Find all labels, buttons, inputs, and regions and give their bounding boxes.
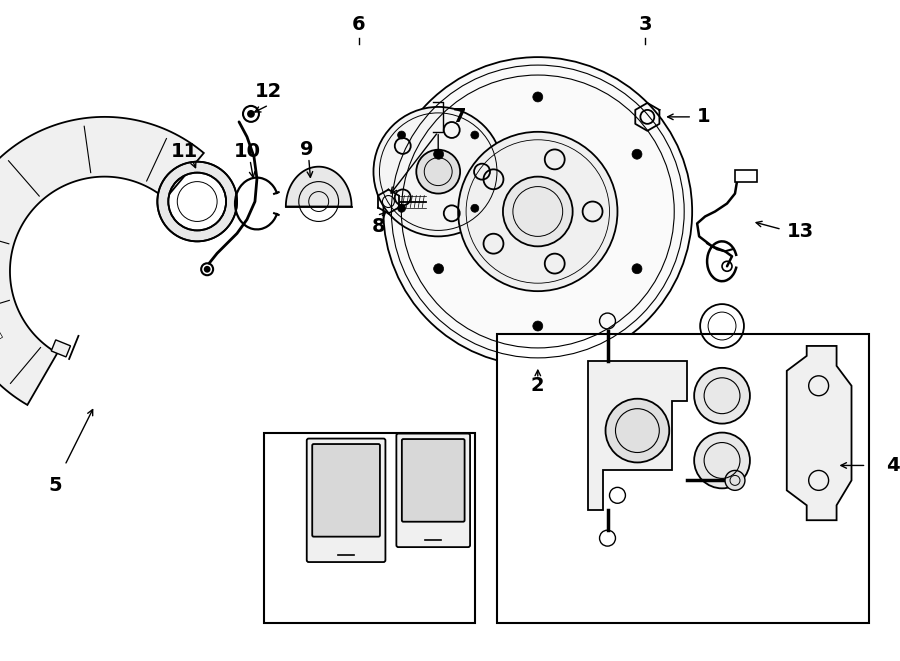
Circle shape [632, 149, 642, 159]
Circle shape [434, 149, 444, 159]
Circle shape [533, 321, 543, 331]
Bar [265, 432, 475, 623]
Polygon shape [787, 346, 851, 520]
Circle shape [694, 368, 750, 424]
Text: 1: 1 [698, 107, 711, 126]
FancyBboxPatch shape [396, 434, 470, 547]
Circle shape [434, 264, 444, 274]
Text: 4: 4 [886, 456, 900, 475]
Text: 10: 10 [233, 142, 260, 161]
Circle shape [471, 204, 479, 212]
FancyBboxPatch shape [307, 438, 385, 562]
Text: 2: 2 [531, 376, 544, 395]
Bar [498, 334, 869, 623]
Polygon shape [0, 117, 203, 405]
Circle shape [533, 92, 543, 102]
Circle shape [503, 176, 572, 247]
Text: 3: 3 [639, 15, 652, 34]
Circle shape [383, 57, 692, 366]
Bar [51, 340, 70, 357]
Text: 5: 5 [48, 476, 61, 495]
Circle shape [725, 471, 745, 490]
Polygon shape [588, 361, 688, 510]
Circle shape [471, 131, 479, 139]
Circle shape [398, 131, 406, 139]
FancyBboxPatch shape [312, 444, 380, 537]
Bar [735, 170, 757, 182]
Circle shape [606, 399, 670, 463]
Circle shape [694, 432, 750, 488]
Circle shape [398, 204, 406, 212]
FancyBboxPatch shape [402, 439, 464, 522]
Bar [0, 329, 3, 347]
Text: 6: 6 [352, 15, 365, 34]
Circle shape [204, 267, 210, 272]
Circle shape [632, 264, 642, 274]
Text: 7: 7 [453, 107, 466, 126]
Text: 12: 12 [256, 83, 283, 102]
Wedge shape [158, 162, 237, 241]
Circle shape [374, 107, 503, 237]
Text: 11: 11 [171, 142, 198, 161]
Polygon shape [286, 167, 352, 206]
Circle shape [248, 111, 254, 117]
Text: 13: 13 [787, 222, 814, 241]
Text: 8: 8 [372, 217, 385, 236]
Text: 9: 9 [300, 140, 313, 159]
Circle shape [417, 150, 460, 194]
Circle shape [458, 132, 617, 291]
